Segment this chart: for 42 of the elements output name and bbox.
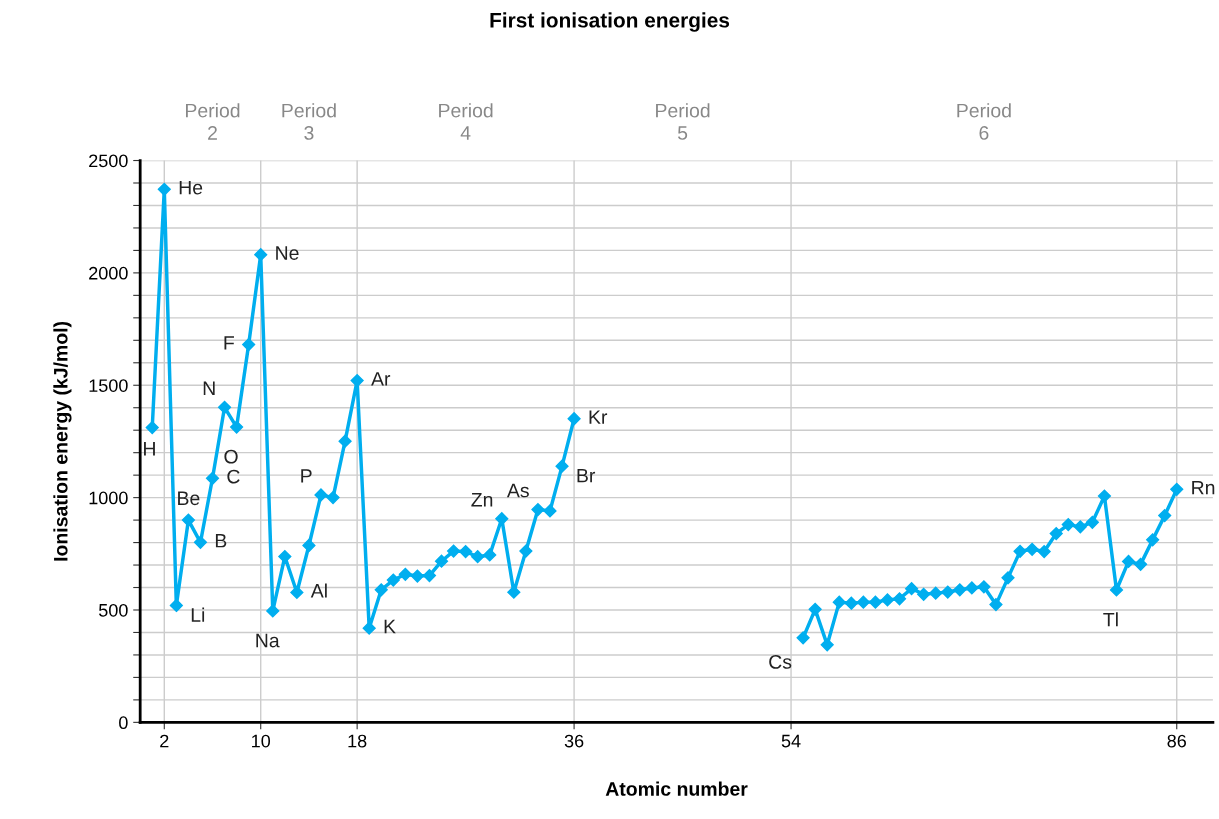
text: Period 4	[439, 103, 493, 140]
x-tick-label: 2	[160, 734, 169, 748]
x-tick-label: 86	[1167, 734, 1186, 748]
annotation: Zn	[471, 493, 493, 507]
annotation: O	[224, 449, 238, 464]
annotation: Al	[310, 583, 327, 598]
annotation: K	[384, 619, 396, 634]
annotation: Br	[577, 468, 596, 483]
y-tick-label: 1000	[89, 491, 128, 505]
x-tick-label: 36	[564, 734, 584, 748]
y-tick-label: 2500	[89, 154, 128, 168]
y-tick-label: 2000	[89, 266, 128, 280]
annotation: N	[203, 381, 215, 395]
annotation: Tl	[1103, 612, 1118, 627]
annotation: Ne	[276, 246, 299, 260]
annotation: As	[506, 483, 529, 498]
annotation: Na	[256, 633, 280, 648]
y-axis-title: Ionisation energy (kJ/mol)	[53, 321, 72, 561]
x-tick-label: 18	[348, 734, 367, 748]
text: Period 5	[656, 103, 710, 140]
x-tick-label: 10	[252, 734, 271, 748]
annotation: Kr	[589, 410, 608, 424]
annotation: Be	[178, 491, 200, 506]
annotation: Ar	[371, 372, 391, 386]
annotation: C	[227, 469, 240, 484]
x-axis-title: Atomic number	[605, 781, 748, 796]
annotation: P	[301, 469, 312, 483]
annotation: F	[224, 336, 234, 350]
annotation: Cs	[769, 655, 792, 669]
text: Period 3	[282, 103, 336, 140]
y-tick-label: 1500	[89, 379, 128, 392]
annotation: He	[179, 180, 203, 195]
text: Period 2	[186, 103, 240, 140]
annotation: H	[144, 442, 155, 456]
y-tick-label: 0	[119, 716, 128, 730]
y-tick-label: 500	[98, 603, 128, 617]
annotation: Li	[191, 607, 205, 622]
annotation: Rn	[1192, 480, 1215, 495]
chart-title: First ionisation energies	[490, 12, 730, 32]
annotation: B	[215, 534, 227, 548]
text: Period 6	[957, 103, 1011, 140]
x-tick-label: 54	[781, 734, 801, 748]
